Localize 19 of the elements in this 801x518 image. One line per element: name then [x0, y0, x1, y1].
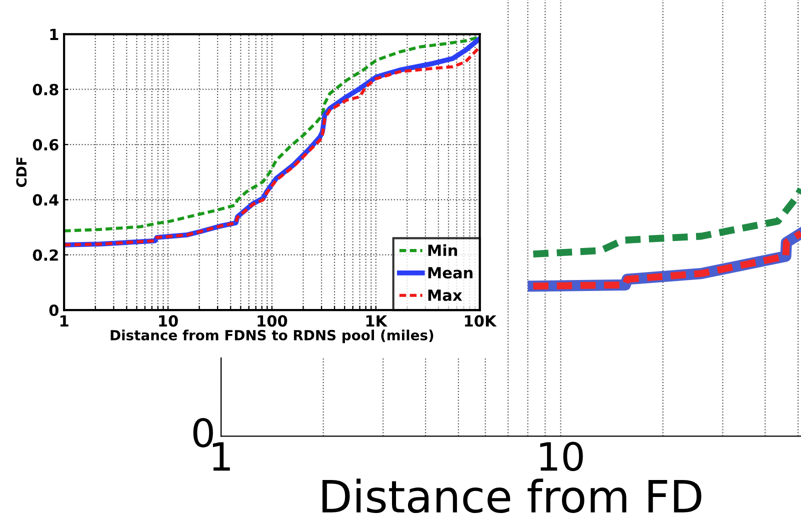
y-tick-label: 0: [49, 304, 58, 316]
y-axis-title: CDF: [16, 158, 27, 188]
legend-label: Min: [428, 244, 458, 256]
x-tick-label: 10: [540, 442, 583, 472]
text: 0: [193, 418, 213, 448]
y-tick-label: 0.4: [32, 194, 59, 206]
x-axis-title: Distance from FDNS to RDNS pool (miles): [110, 330, 434, 344]
x-tick-label: 10K: [464, 315, 497, 327]
x-tick-label: 10: [159, 315, 178, 327]
x-tick-label: 1: [60, 315, 68, 326]
x-tick-label: 100: [258, 315, 288, 327]
y-tick-label: 0.6: [32, 138, 58, 151]
x-tick-label: 1K: [366, 315, 388, 326]
y-tick-label: 0.8: [32, 84, 58, 96]
x-axis-title: Distance from FD: [322, 478, 702, 514]
legend-label: Mean: [428, 267, 472, 279]
y-tick-label: 1: [50, 28, 58, 40]
y-tick-label: 0.2: [32, 249, 58, 261]
legend-label: Max: [428, 290, 462, 301]
